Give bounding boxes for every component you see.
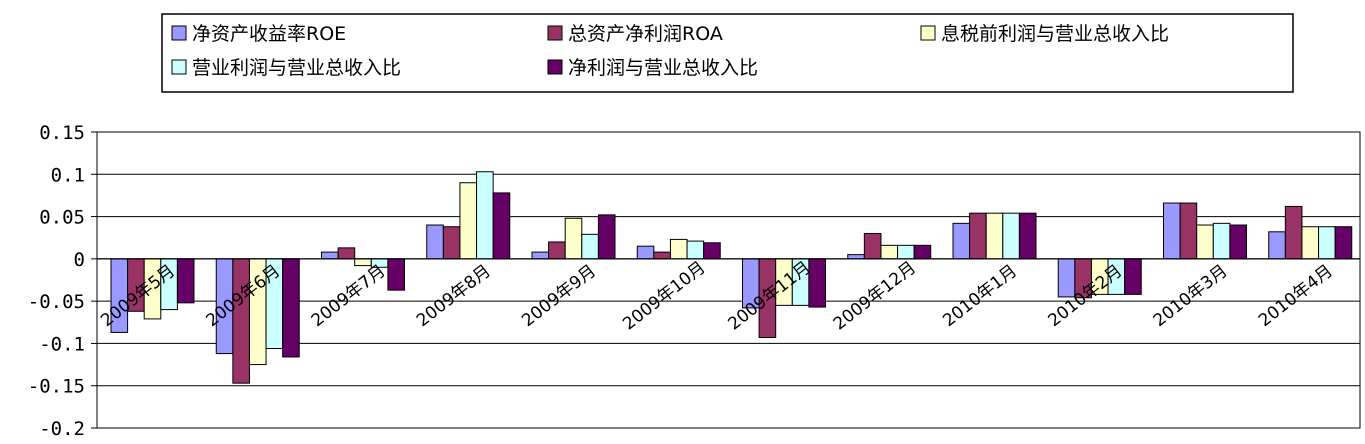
x-tick-label: 2010年1月: [939, 261, 1021, 331]
bar: [897, 244, 915, 260]
y-tick-label: 0.05: [39, 207, 85, 229]
bar: [176, 258, 195, 304]
bar: [863, 232, 882, 260]
bar: [581, 233, 599, 260]
bar: [442, 226, 461, 260]
bar: [1212, 222, 1231, 260]
bar: [1268, 231, 1286, 260]
legend-label-3: 息税前利润与营业总收入比: [941, 23, 1169, 45]
bar: [1002, 212, 1020, 260]
bar: [1284, 205, 1303, 260]
y-tick-label: -0.2: [39, 418, 85, 440]
bar: [476, 171, 494, 260]
legend-label-1: 净资产收益率ROE: [192, 23, 346, 45]
legend-label-4: 营业利润与营业总收入比: [192, 57, 401, 79]
bar: [1318, 226, 1336, 260]
bar: [1179, 202, 1198, 260]
bar: [1229, 224, 1248, 260]
legend-box: [161, 13, 1294, 93]
bar: [282, 258, 300, 358]
bar: [1196, 224, 1214, 260]
y-tick-label: 0.15: [39, 122, 85, 144]
x-tick-label: 2009年9月: [518, 261, 600, 331]
y-tick-label: 0.1: [51, 164, 85, 186]
bar: [1334, 226, 1353, 260]
bar: [337, 247, 356, 260]
y-tick-label: -0.15: [28, 376, 85, 398]
bar: [1124, 258, 1142, 295]
bar: [985, 212, 1004, 260]
bar: [354, 258, 372, 267]
bar: [564, 217, 583, 260]
y-tick-label: -0.1: [39, 333, 85, 355]
legend: 净资产收益率ROE 总资产净利润ROA 息税前利润与营业总收入比营业利润与营业总收入…: [161, 13, 1294, 93]
legend-label-5: 净利润与营业总收入比: [568, 57, 758, 79]
bar: [653, 251, 671, 260]
x-tick-label: 2009年10月: [619, 258, 709, 335]
bar: [952, 222, 971, 260]
bar: [459, 182, 478, 260]
legend-swatch-1: [171, 25, 187, 41]
bar: [1301, 226, 1320, 260]
legend-swatch-3: [920, 25, 936, 41]
x-tick-label: 2010年3月: [1150, 261, 1232, 331]
bar: [669, 238, 688, 260]
bar: [597, 214, 616, 260]
bar: [703, 242, 721, 260]
legend-label-2: 总资产净利润ROA: [568, 23, 723, 45]
bar: [492, 192, 511, 260]
bar: [847, 254, 865, 260]
legend-swatch-4: [171, 59, 187, 75]
bar: [969, 212, 987, 260]
bar: [808, 258, 827, 308]
bar: [880, 244, 899, 260]
bar: [1018, 212, 1037, 260]
bar: [636, 245, 655, 260]
bar: [1057, 258, 1076, 298]
bar: [1163, 202, 1181, 260]
x-tick-label: 2010年4月: [1255, 261, 1337, 331]
bar: [686, 240, 705, 260]
bar: [426, 224, 444, 260]
bars: [110, 171, 1353, 384]
bar: [387, 258, 405, 291]
y-tick-label: -0.05: [28, 291, 85, 313]
bar: [531, 251, 550, 260]
bar: [913, 244, 932, 260]
y-tick-label: 0: [74, 249, 85, 271]
x-tick-label: 2009年7月: [308, 261, 390, 331]
x-tick-label: 2009年8月: [413, 261, 495, 331]
x-tick-label: 2009年12月: [830, 258, 920, 335]
legend-swatch-5: [547, 59, 563, 75]
plot-frame: [96, 131, 1361, 429]
bar: [548, 241, 566, 260]
bar: [321, 251, 339, 260]
legend-swatch-2: [547, 25, 563, 41]
bar: [232, 258, 250, 384]
